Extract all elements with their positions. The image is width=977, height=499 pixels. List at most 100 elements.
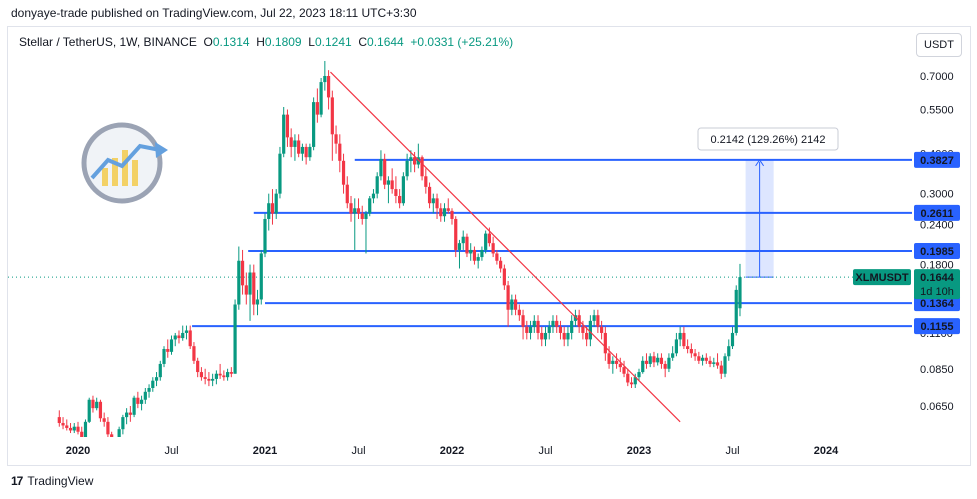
candle bbox=[502, 264, 506, 290]
candle-body bbox=[57, 417, 61, 424]
candle bbox=[413, 151, 417, 173]
candle-body bbox=[364, 213, 368, 219]
candle-body bbox=[162, 348, 166, 364]
x-tick-label: Jul bbox=[351, 445, 365, 457]
candle-body bbox=[719, 365, 723, 374]
candle-body bbox=[730, 332, 735, 347]
candle bbox=[592, 309, 596, 327]
candle bbox=[697, 351, 701, 364]
candle-body bbox=[450, 210, 454, 219]
candle-body bbox=[700, 357, 705, 361]
candle bbox=[300, 143, 304, 161]
candle bbox=[121, 414, 125, 435]
y-tick-label: 0.2400 bbox=[920, 220, 954, 232]
candle-body bbox=[315, 102, 319, 115]
candle-body bbox=[345, 184, 349, 204]
candle bbox=[125, 408, 129, 425]
candle-body bbox=[188, 330, 192, 347]
candle bbox=[427, 182, 432, 209]
candle-body bbox=[263, 218, 267, 254]
candle-body bbox=[278, 153, 282, 194]
candle bbox=[394, 176, 398, 204]
candle-body bbox=[211, 378, 215, 381]
candle-body bbox=[267, 203, 271, 219]
candle-body bbox=[465, 236, 469, 254]
candle bbox=[558, 320, 563, 340]
symbol-title: Stellar / TetherUS, 1W, BINANCE bbox=[19, 35, 197, 49]
candle bbox=[278, 146, 282, 199]
candle-body bbox=[484, 233, 488, 250]
candle bbox=[525, 320, 529, 340]
candle bbox=[532, 315, 536, 333]
candle bbox=[147, 384, 151, 398]
candle-body bbox=[207, 378, 211, 381]
measure-label: 0.2142 (129.26%) 2142 bbox=[711, 134, 826, 146]
candle-body bbox=[255, 299, 260, 305]
candle-body bbox=[686, 346, 690, 349]
candle bbox=[117, 426, 121, 437]
candle bbox=[431, 193, 435, 214]
candle-body bbox=[543, 332, 548, 340]
candle-body bbox=[177, 335, 181, 339]
candle bbox=[682, 326, 686, 349]
candle bbox=[637, 368, 641, 381]
candle bbox=[573, 309, 578, 327]
candle bbox=[585, 326, 589, 347]
candle bbox=[177, 330, 181, 344]
low-label: L bbox=[308, 35, 315, 49]
candle bbox=[517, 304, 521, 321]
candle bbox=[226, 368, 230, 381]
candle bbox=[499, 257, 503, 273]
candle bbox=[689, 343, 693, 358]
candle-body bbox=[386, 180, 391, 185]
candle-body bbox=[708, 360, 712, 364]
candle bbox=[506, 280, 510, 327]
candle bbox=[659, 353, 664, 369]
candle-body bbox=[83, 421, 88, 437]
candle-body bbox=[652, 356, 656, 363]
candle-body bbox=[147, 387, 151, 392]
candle-body bbox=[401, 176, 405, 204]
candle-body bbox=[72, 426, 76, 431]
candle bbox=[95, 397, 99, 411]
candle-body bbox=[390, 180, 394, 190]
candle bbox=[379, 150, 383, 181]
candle-body bbox=[521, 315, 525, 327]
candle-body bbox=[61, 423, 65, 426]
level-price-badge-bg bbox=[914, 318, 960, 335]
candle-body bbox=[641, 360, 645, 373]
candle bbox=[469, 243, 473, 261]
candle bbox=[98, 399, 103, 422]
candle bbox=[442, 203, 447, 222]
candle bbox=[454, 216, 458, 258]
candle-body bbox=[405, 160, 409, 177]
open-label: O bbox=[203, 35, 213, 49]
candle-body bbox=[136, 397, 140, 404]
footer: 17 TradingView bbox=[11, 474, 93, 488]
candle-body bbox=[712, 362, 716, 364]
x-tick-label: 2020 bbox=[66, 445, 90, 457]
candle-body bbox=[338, 143, 342, 161]
level-price-badge: 0.3827 bbox=[914, 151, 960, 168]
candle bbox=[356, 198, 361, 219]
candle-body bbox=[383, 159, 387, 185]
tradingview-logo-icon: 17 bbox=[11, 474, 23, 488]
candle-body bbox=[203, 377, 207, 379]
currency-button[interactable]: USDT bbox=[916, 33, 962, 57]
candle bbox=[671, 346, 675, 361]
candle bbox=[371, 189, 376, 204]
y-tick-label: 0.1800 bbox=[920, 260, 954, 272]
candle bbox=[435, 193, 439, 219]
candle-body bbox=[547, 326, 551, 333]
candle bbox=[603, 326, 607, 361]
candle-body bbox=[697, 356, 701, 361]
close-label: C bbox=[358, 35, 368, 49]
candle bbox=[154, 372, 159, 387]
close-value: 0.1644 bbox=[367, 35, 404, 49]
candle-body bbox=[114, 442, 117, 454]
symbol-tag-label: XLMUSDT bbox=[855, 272, 908, 284]
open-value: 0.1314 bbox=[212, 35, 250, 49]
candle bbox=[270, 189, 275, 225]
candle bbox=[143, 387, 147, 404]
